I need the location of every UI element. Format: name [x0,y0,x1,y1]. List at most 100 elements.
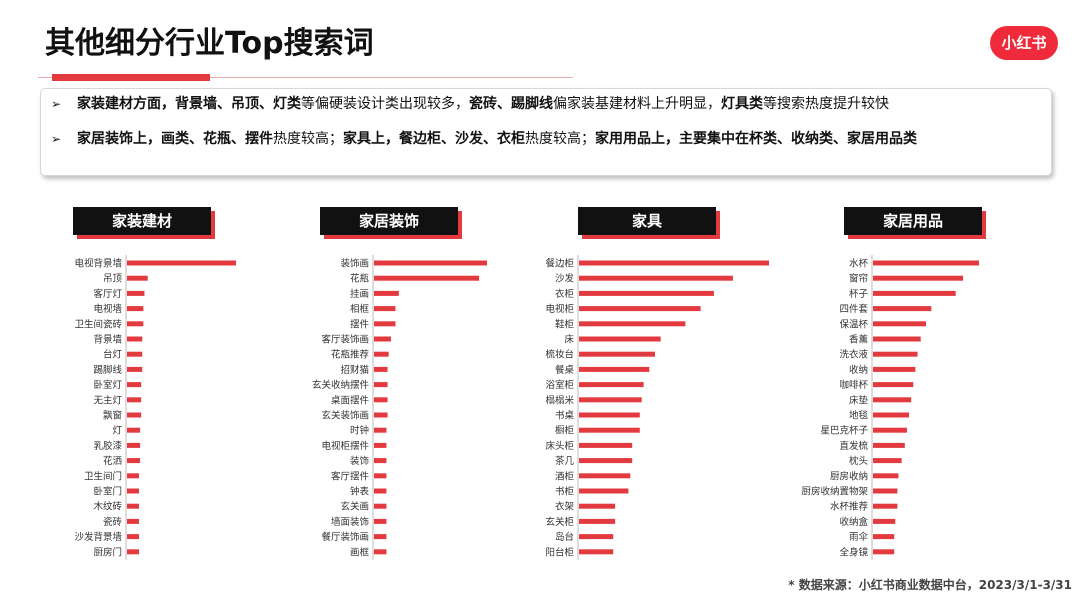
chart-2-category-label: 餐桌 [555,364,575,376]
chart-1-category-label: 装饰 [350,455,369,467]
chart-2-category-label: 衣柜 [555,288,575,300]
chart-0-bar [127,306,144,312]
chart-1-bar [374,458,387,464]
chart-1-bar [374,412,388,418]
line2-segment-3: 热度较高； [525,131,595,147]
line1-segment-3: 偏家装基建材料上升明显， [553,96,721,112]
chart-3-bar [873,427,907,433]
chart-3-category-label: 香薰 [849,334,868,346]
chart-title-yongpin: 家居用品 [844,207,982,235]
chart-2-bar [579,336,661,342]
chart-3-category-label: 枕头 [849,455,868,467]
line2-segment-1: 热度较高； [273,131,343,147]
summary-line-2: 家居装饰上，画类、花瓶、摆件热度较高；家具上，餐边柜、沙发、衣柜热度较高；家用用… [77,128,1041,150]
chart-2-bar [579,427,640,433]
chart-2-category-label: 梳妆台 [545,349,574,361]
chart-3-bar [873,260,979,266]
chart-3-bar [873,503,898,509]
bullet-arrow-icon: ➢ [51,97,62,111]
chart-0-category-label: 乳胶漆 [93,440,122,452]
chart-0-bar [127,260,236,266]
chart-0-bar [127,290,145,296]
chart-title-jiaju: 家具 [578,207,716,235]
chart-3-bar [873,321,926,327]
chart-3-category-label: 四件套 [839,303,868,315]
bullet-arrow-icon: ➢ [51,132,62,146]
chart-2-category-label: 书柜 [555,486,575,498]
chart-1-category-label: 花瓶 [350,273,370,285]
chart-3-bar [873,306,932,312]
chart-3-bar [873,382,914,388]
chart-2-bar [579,321,686,327]
chart-0-bar [127,549,139,555]
chart-3-bar [873,412,910,418]
chart-0-category-label: 卫生间瓷砖 [74,318,122,330]
chart-2-bar [579,473,631,479]
line2-segment-0: 家居装饰上，画类、花瓶、摆件 [77,131,273,147]
chart-0-bar [127,336,143,342]
chart-0-category-label: 沙发背景墙 [74,531,122,543]
chart-1-category-label: 玄关画 [340,501,369,513]
chart-3-bar [873,366,916,372]
chart-0-bar [127,473,139,479]
chart-3-category-label: 雨伞 [849,531,869,543]
chart-1-category-label: 招财猫 [340,364,369,376]
chart-1-bar [374,321,396,327]
chart-2-category-label: 酒柜 [555,470,575,482]
line1-segment-1: 等偏硬装设计类出现较多， [301,96,469,112]
chart-1-category-label: 花瓶推荐 [331,349,370,361]
summary-line-1: 家装建材方面，背景墙、吊顶、灯类等偏硬装设计类出现较多，瓷砖、踢脚线偏家装基建材… [77,93,1041,115]
chart-2-category-label: 茶几 [555,455,575,467]
chart-2-category-label: 餐边柜 [545,258,574,270]
chart-3-bar [873,534,895,540]
summary-box: ➢ 家装建材方面，背景墙、吊顶、灯类等偏硬装设计类出现较多，瓷砖、踢脚线偏家装基… [40,88,1052,176]
chart-0-bar [127,412,142,418]
chart-0-category-label: 瓷砖 [103,516,123,528]
line1-segment-5: 等搜索热度提升较快 [763,96,889,112]
chart-3-category-label: 窗帘 [849,273,868,285]
chart-0-bar [127,382,142,388]
chart-1-bar [374,366,388,372]
chart-2-category-label: 沙发 [555,273,575,285]
chart-1-category-label: 摆件 [350,318,370,330]
chart-2-category-label: 岛台 [555,531,574,543]
chart-0-bar [127,397,142,403]
chart-1-category-label: 客厅装饰画 [321,334,369,346]
chart-1-category-label: 钟表 [350,486,370,498]
chart-3-bar [873,397,912,403]
chart-2-bar [579,306,701,312]
chart-0-category-label: 背景墙 [93,334,122,346]
chart-1-bar [374,275,480,281]
chart-3-category-label: 收纳 [849,364,868,376]
chart-2-category-label: 书桌 [555,410,575,422]
chart-1-category-label: 相框 [350,303,370,315]
chart-2-bar [579,503,616,509]
chart-2-category-label: 橱柜 [555,425,575,437]
chart-2-bar [579,518,616,524]
chart-3-category-label: 直发梳 [839,440,868,452]
chart-title-zhuangshi: 家居装饰 [320,207,458,235]
chart-0-category-label: 卧室灯 [93,379,122,391]
chart-1-bar [374,518,387,524]
chart-2-bar [579,397,642,403]
chart-3-category-label: 厨房收纳置物架 [801,486,868,498]
chart-2-category-label: 玄关柜 [545,516,574,528]
chart-1-category-label: 电视柜摆件 [321,440,369,452]
chart-2-bar [579,442,633,448]
chart-2-bar [579,534,614,540]
chart-3-category-label: 保温杯 [839,318,868,330]
chart-1-category-label: 挂画 [350,288,369,300]
chart-0-bar [127,351,143,357]
chart-1-bar [374,382,388,388]
chart-2-category-label: 鞋柜 [555,318,575,330]
chart-3-bar [873,518,896,524]
chart-3-category-label: 水杯 [849,258,869,270]
chart-1-bar [374,442,387,448]
chart-0-category-label: 无主灯 [93,394,122,406]
chart-1-category-label: 玄关收纳摆件 [312,379,370,391]
chart-2-bar [579,488,629,494]
chart-1-category-label: 墙面装饰 [331,516,369,528]
chart-3-category-label: 杯子 [849,288,869,300]
title-accent-bar [52,74,210,81]
